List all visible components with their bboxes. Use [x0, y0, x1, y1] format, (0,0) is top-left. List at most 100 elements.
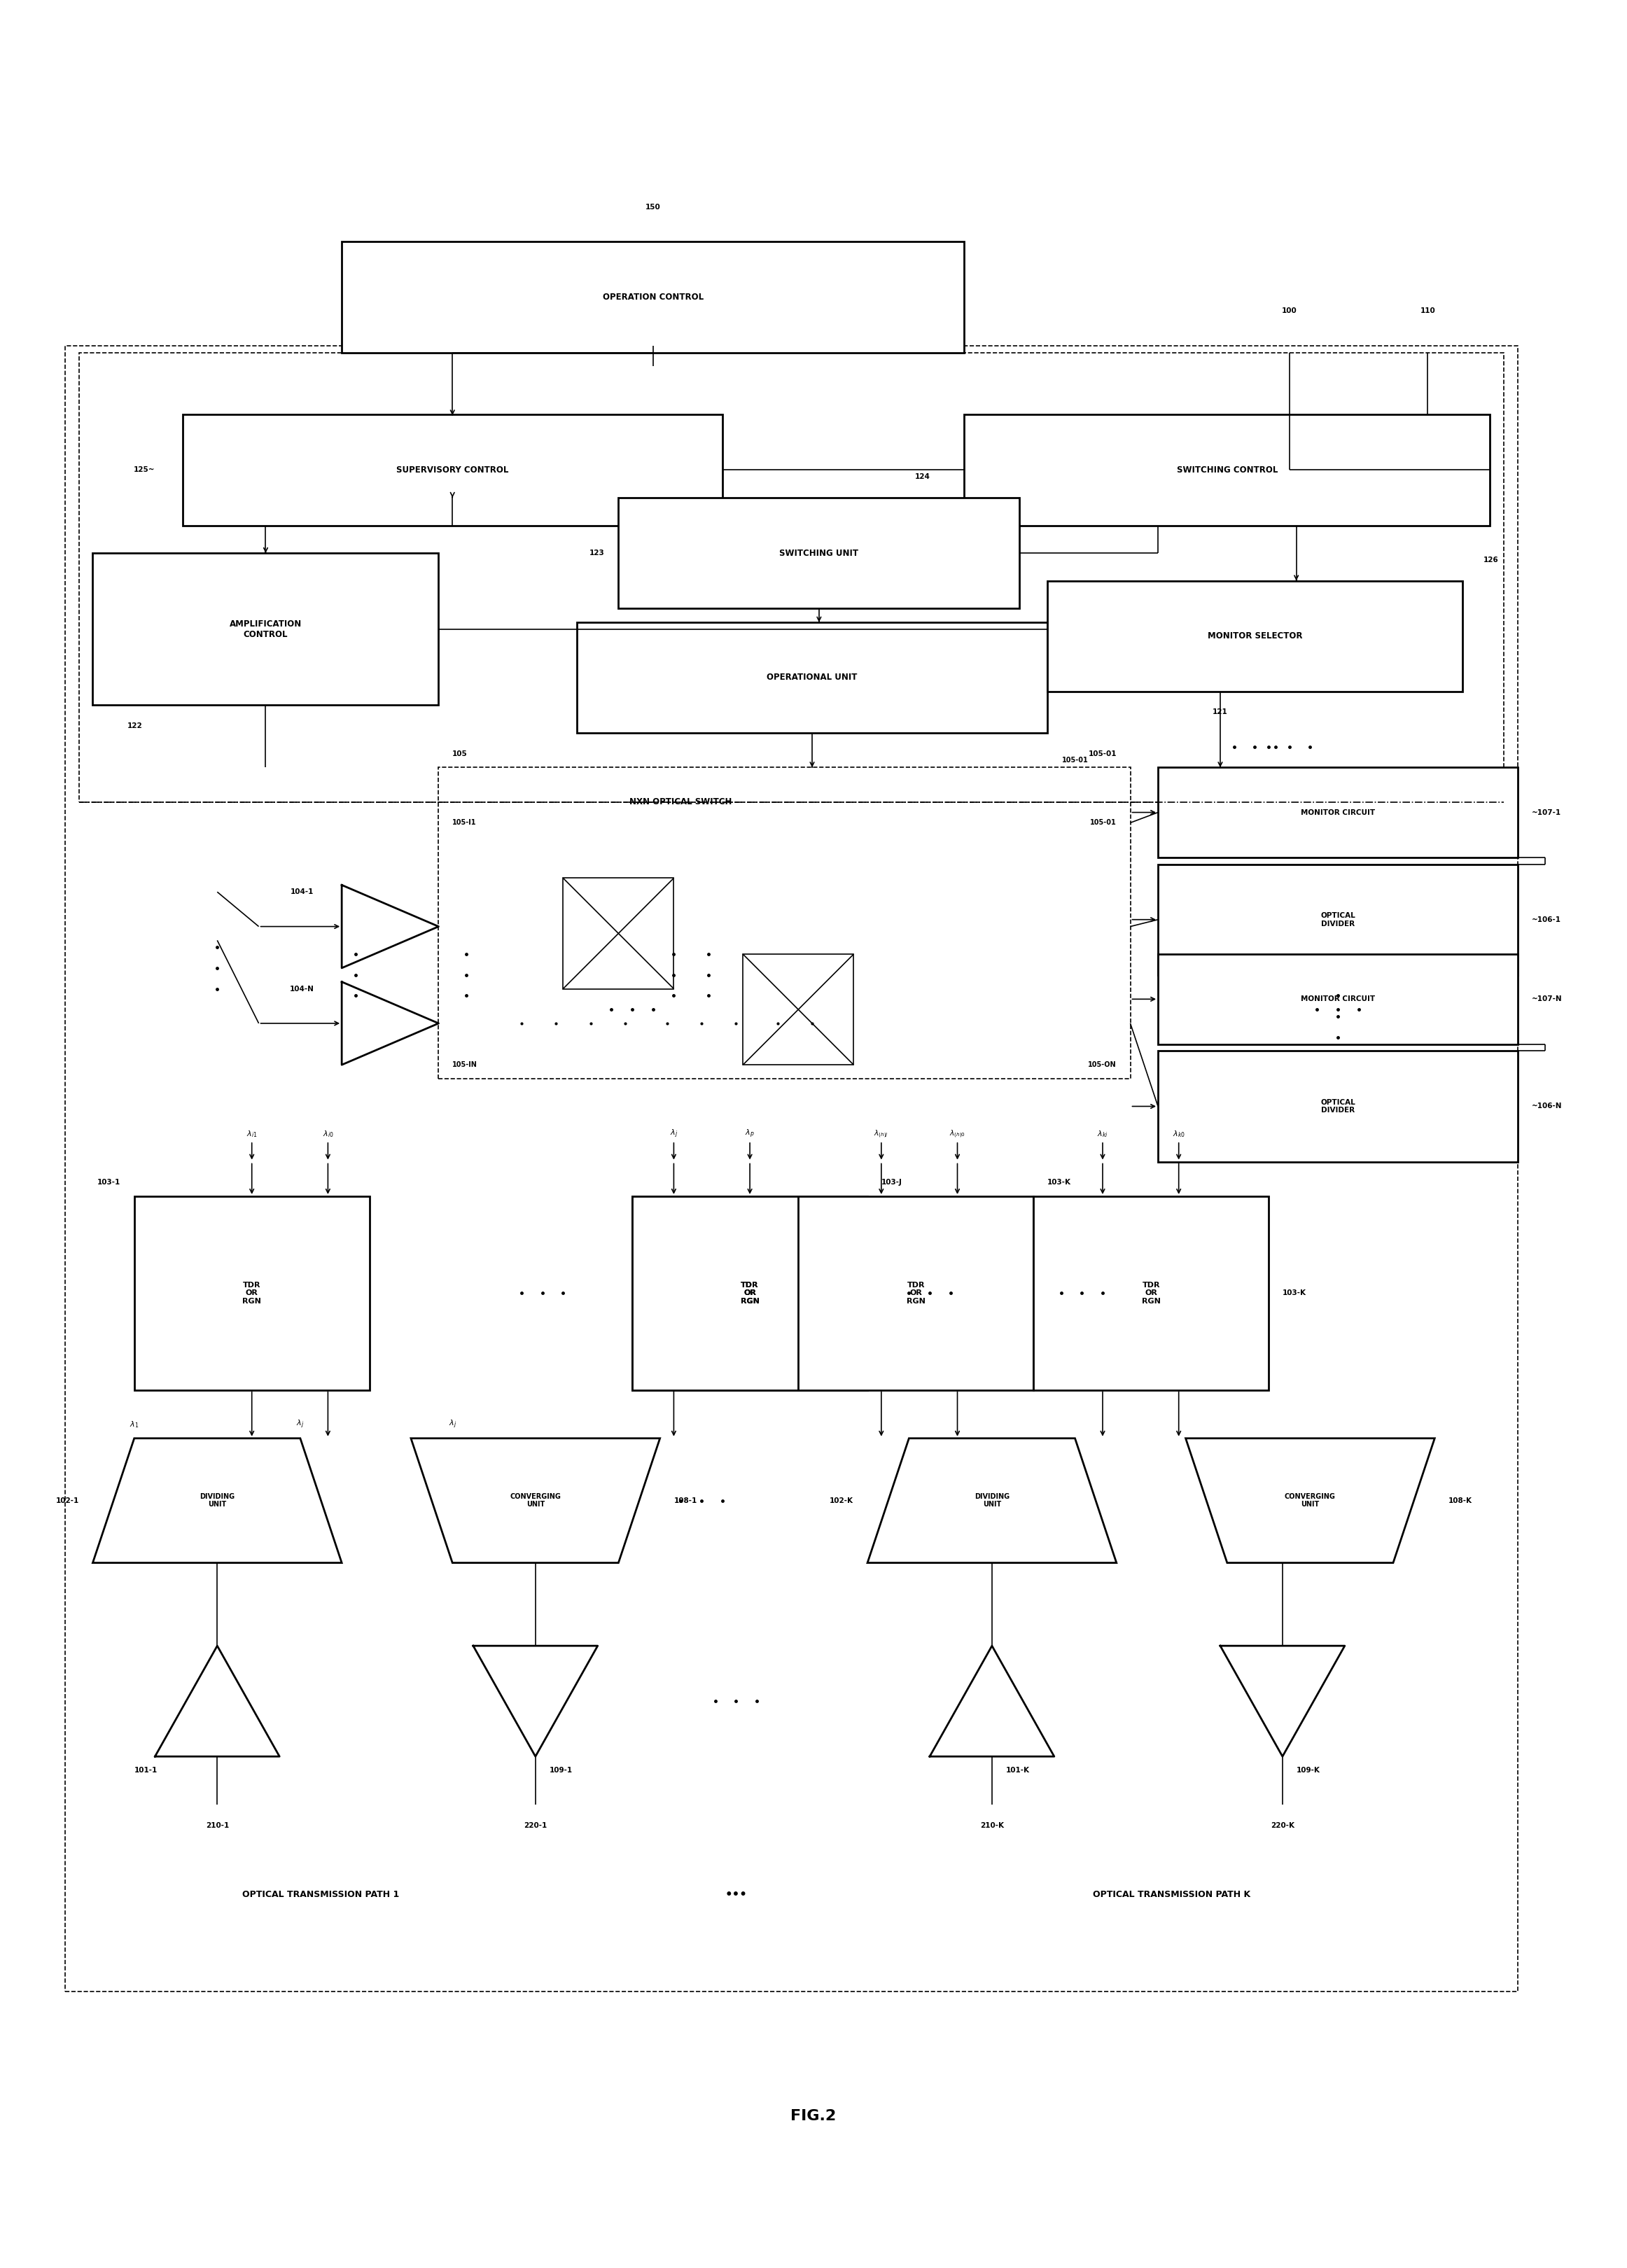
Bar [1033, 1195, 1269, 1390]
Bar [65, 345, 1518, 1991]
Text: 124: 124 [914, 474, 931, 481]
Text: TDR
OR
RGN: TDR OR RGN [740, 1281, 760, 1304]
Bar [78, 352, 1503, 803]
Bar [439, 767, 1131, 1080]
Text: 125~: 125~ [133, 467, 155, 474]
Bar [182, 415, 722, 526]
Text: 103-K: 103-K [1282, 1290, 1306, 1297]
Text: 210-1: 210-1 [205, 1821, 229, 1828]
Text: CONVERGING
UNIT: CONVERGING UNIT [509, 1492, 561, 1508]
Text: 126: 126 [1484, 556, 1498, 562]
Bar [1158, 1050, 1518, 1161]
Text: 104-N: 104-N [290, 984, 314, 993]
Text: 105-01: 105-01 [1088, 751, 1116, 758]
Text: $\lambda_{p}$: $\lambda_{p}$ [745, 1127, 755, 1141]
Text: 105-01: 105-01 [1090, 819, 1116, 826]
Text: 101-1: 101-1 [135, 1767, 158, 1774]
Text: $\lambda_j$: $\lambda_j$ [296, 1420, 304, 1431]
Text: CONVERGING
UNIT: CONVERGING UNIT [1285, 1492, 1336, 1508]
Bar [965, 415, 1490, 526]
Text: 103-J: 103-J [882, 1179, 903, 1186]
Text: DIVIDING
UNIT: DIVIDING UNIT [975, 1492, 1009, 1508]
Text: ~106-1: ~106-1 [1531, 916, 1560, 923]
Bar [633, 1195, 867, 1390]
Text: TDR
OR
RGN: TDR OR RGN [242, 1281, 262, 1304]
Text: 101-K: 101-K [1005, 1767, 1030, 1774]
Text: NXN OPTICAL SWITCH: NXN OPTICAL SWITCH [630, 798, 732, 807]
Polygon shape [1220, 1647, 1346, 1755]
Text: 105-I1: 105-I1 [452, 819, 477, 826]
Text: 105-IN: 105-IN [452, 1061, 478, 1068]
Text: OPTICAL TRANSMISSION PATH K: OPTICAL TRANSMISSION PATH K [1093, 1889, 1251, 1898]
Bar [342, 243, 965, 352]
Text: 121: 121 [1212, 708, 1228, 717]
Text: 103-K: 103-K [1048, 1179, 1071, 1186]
Text: $\lambda_{(h)j}$: $\lambda_{(h)j}$ [874, 1129, 888, 1139]
Text: $\lambda_{i0}$: $\lambda_{i0}$ [322, 1129, 334, 1139]
Text: 105: 105 [452, 751, 467, 758]
Bar [563, 878, 674, 989]
Text: 100: 100 [1282, 308, 1297, 315]
Bar [799, 1195, 1033, 1390]
Bar [135, 1195, 369, 1390]
Text: TDR
OR
RGN: TDR OR RGN [1142, 1281, 1160, 1304]
Text: DIVIDING
UNIT: DIVIDING UNIT [200, 1492, 234, 1508]
Text: 102-K: 102-K [830, 1497, 854, 1504]
Text: 108-K: 108-K [1448, 1497, 1472, 1504]
Bar [93, 553, 439, 705]
Text: TDR
OR
RGN: TDR OR RGN [740, 1281, 760, 1304]
Bar [1048, 581, 1463, 692]
Text: ~106-N: ~106-N [1531, 1102, 1562, 1109]
Text: ~107-N: ~107-N [1531, 996, 1562, 1002]
Text: 220-K: 220-K [1271, 1821, 1295, 1828]
Text: 108-1: 108-1 [674, 1497, 696, 1504]
Bar [1158, 864, 1518, 975]
Text: OPERATIONAL UNIT: OPERATIONAL UNIT [766, 674, 857, 683]
Polygon shape [473, 1647, 597, 1755]
Text: $\lambda_{i1}$: $\lambda_{i1}$ [246, 1129, 257, 1139]
Polygon shape [867, 1438, 1116, 1563]
Text: $\lambda_{j}$: $\lambda_{j}$ [670, 1127, 678, 1141]
Bar [744, 955, 854, 1066]
Text: OPTICAL TRANSMISSION PATH 1: OPTICAL TRANSMISSION PATH 1 [242, 1889, 400, 1898]
Text: $\lambda_{ki}$: $\lambda_{ki}$ [1097, 1129, 1108, 1139]
Bar [578, 621, 1048, 733]
Text: SWITCHING UNIT: SWITCHING UNIT [779, 549, 859, 558]
Text: $\lambda_j$: $\lambda_j$ [449, 1420, 456, 1431]
Polygon shape [342, 885, 439, 968]
Polygon shape [155, 1647, 280, 1755]
Text: 122: 122 [127, 723, 143, 730]
Text: OPTICAL
DIVIDER: OPTICAL DIVIDER [1321, 912, 1355, 928]
Polygon shape [1186, 1438, 1435, 1563]
Text: 109-K: 109-K [1297, 1767, 1319, 1774]
Text: $\lambda_1$: $\lambda_1$ [130, 1420, 138, 1429]
Text: 123: 123 [589, 549, 605, 556]
Text: SUPERVISORY CONTROL: SUPERVISORY CONTROL [397, 465, 509, 474]
Polygon shape [93, 1438, 342, 1563]
Text: $\lambda_{(h)0}$: $\lambda_{(h)0}$ [949, 1129, 965, 1139]
Text: MONITOR SELECTOR: MONITOR SELECTOR [1207, 631, 1302, 640]
Text: 109-1: 109-1 [550, 1767, 573, 1774]
Polygon shape [412, 1438, 661, 1563]
Text: AMPLIFICATION
CONTROL: AMPLIFICATION CONTROL [229, 619, 301, 640]
Text: FIG.2: FIG.2 [791, 2109, 836, 2123]
Text: 210-K: 210-K [979, 1821, 1004, 1828]
Text: OPERATION CONTROL: OPERATION CONTROL [602, 293, 703, 302]
Text: $\lambda_{k0}$: $\lambda_{k0}$ [1173, 1129, 1184, 1139]
Text: MONITOR CIRCUIT: MONITOR CIRCUIT [1300, 996, 1375, 1002]
Text: 110: 110 [1420, 308, 1435, 315]
Bar [1158, 767, 1518, 857]
Text: 105-ON: 105-ON [1088, 1061, 1116, 1068]
Polygon shape [929, 1647, 1054, 1755]
Text: •••: ••• [726, 1889, 747, 1901]
Text: MONITOR CIRCUIT: MONITOR CIRCUIT [1300, 810, 1375, 816]
Bar [1158, 955, 1518, 1043]
Text: OPTICAL
DIVIDER: OPTICAL DIVIDER [1321, 1098, 1355, 1114]
Text: 103-1: 103-1 [98, 1179, 120, 1186]
Bar [618, 497, 1020, 608]
Text: 150: 150 [646, 204, 661, 211]
Text: SWITCHING CONTROL: SWITCHING CONTROL [1176, 465, 1277, 474]
Text: 105-01: 105-01 [1062, 758, 1088, 764]
Text: 220-1: 220-1 [524, 1821, 547, 1828]
Text: ~107-1: ~107-1 [1531, 810, 1560, 816]
